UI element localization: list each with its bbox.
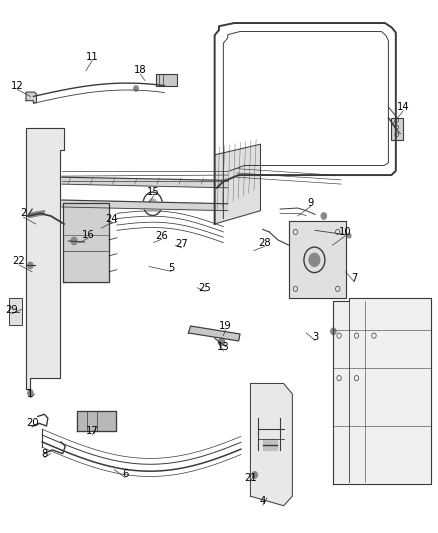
Text: 16: 16 bbox=[81, 230, 95, 240]
Polygon shape bbox=[62, 200, 228, 211]
Polygon shape bbox=[77, 411, 117, 431]
Text: 9: 9 bbox=[307, 198, 314, 208]
Text: 3: 3 bbox=[312, 332, 318, 342]
Polygon shape bbox=[251, 383, 292, 506]
FancyBboxPatch shape bbox=[9, 298, 21, 325]
Polygon shape bbox=[289, 221, 346, 298]
Text: 17: 17 bbox=[86, 426, 99, 437]
Circle shape bbox=[134, 86, 138, 91]
Text: 28: 28 bbox=[258, 238, 271, 247]
Text: 15: 15 bbox=[147, 187, 160, 197]
Text: 27: 27 bbox=[176, 239, 188, 249]
Text: 21: 21 bbox=[244, 473, 257, 483]
Polygon shape bbox=[26, 128, 64, 389]
Polygon shape bbox=[332, 298, 431, 484]
Text: 4: 4 bbox=[260, 496, 266, 506]
FancyBboxPatch shape bbox=[155, 74, 177, 86]
Circle shape bbox=[331, 328, 336, 335]
Circle shape bbox=[28, 262, 33, 269]
Text: 5: 5 bbox=[168, 263, 174, 272]
Text: 1: 1 bbox=[27, 389, 34, 399]
Text: 19: 19 bbox=[219, 321, 232, 331]
Polygon shape bbox=[263, 439, 277, 450]
Text: 13: 13 bbox=[217, 342, 230, 352]
Circle shape bbox=[347, 233, 351, 238]
Text: 12: 12 bbox=[11, 81, 24, 91]
Text: 18: 18 bbox=[134, 65, 147, 75]
Polygon shape bbox=[63, 203, 109, 282]
Circle shape bbox=[71, 237, 77, 245]
Text: 29: 29 bbox=[5, 305, 18, 315]
Polygon shape bbox=[29, 211, 44, 217]
Text: 6: 6 bbox=[122, 469, 128, 479]
Circle shape bbox=[28, 390, 33, 396]
Text: 7: 7 bbox=[351, 273, 357, 283]
Text: 14: 14 bbox=[397, 102, 410, 112]
Circle shape bbox=[219, 338, 225, 346]
Polygon shape bbox=[215, 144, 261, 224]
Polygon shape bbox=[188, 326, 240, 341]
Text: 10: 10 bbox=[339, 227, 352, 237]
Text: 24: 24 bbox=[106, 214, 118, 224]
Text: 11: 11 bbox=[86, 52, 99, 61]
Text: 8: 8 bbox=[41, 449, 47, 458]
Text: 20: 20 bbox=[26, 418, 39, 429]
Circle shape bbox=[148, 198, 157, 209]
Text: 2: 2 bbox=[20, 208, 27, 219]
FancyBboxPatch shape bbox=[391, 118, 403, 140]
Circle shape bbox=[321, 213, 326, 219]
Circle shape bbox=[309, 253, 320, 266]
Polygon shape bbox=[26, 92, 36, 103]
Polygon shape bbox=[62, 177, 228, 188]
Text: 25: 25 bbox=[199, 283, 212, 293]
Text: 26: 26 bbox=[155, 231, 168, 241]
Circle shape bbox=[252, 472, 258, 478]
Text: 22: 22 bbox=[13, 256, 25, 266]
